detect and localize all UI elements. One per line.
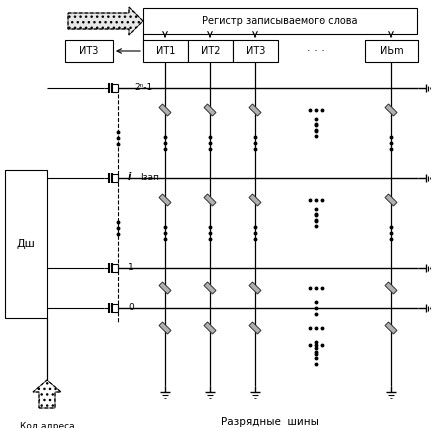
Bar bbox=[159, 282, 171, 294]
Bar bbox=[143, 8, 417, 34]
Text: Регистр записываемого слова: Регистр записываемого слова bbox=[202, 16, 358, 26]
Bar bbox=[249, 194, 261, 206]
Text: i: i bbox=[128, 172, 131, 182]
Text: ИЬm: ИЬm bbox=[380, 46, 403, 56]
Text: 2ⁿ-1: 2ⁿ-1 bbox=[134, 83, 152, 92]
Bar bbox=[233, 40, 278, 62]
Bar bbox=[159, 104, 171, 116]
Text: ИТ2: ИТ2 bbox=[201, 46, 220, 56]
Text: Код адреса: Код адреса bbox=[19, 422, 74, 428]
Bar bbox=[385, 282, 397, 294]
Text: 1: 1 bbox=[128, 262, 134, 271]
Text: ИТ3: ИТ3 bbox=[79, 46, 99, 56]
Bar bbox=[159, 322, 171, 334]
Bar bbox=[249, 322, 261, 334]
Bar bbox=[204, 322, 216, 334]
Bar bbox=[204, 104, 216, 116]
Polygon shape bbox=[68, 7, 143, 35]
Text: Разрядные  шины: Разрядные шины bbox=[221, 417, 319, 427]
Bar bbox=[385, 322, 397, 334]
Text: ИТ1: ИТ1 bbox=[156, 46, 175, 56]
Text: Дш: Дш bbox=[16, 239, 36, 249]
Text: · · ·: · · · bbox=[307, 46, 325, 56]
Bar bbox=[385, 194, 397, 206]
Bar bbox=[159, 194, 171, 206]
Bar bbox=[188, 40, 233, 62]
Bar bbox=[385, 104, 397, 116]
Bar bbox=[143, 40, 188, 62]
Bar bbox=[204, 194, 216, 206]
Bar bbox=[249, 282, 261, 294]
Bar bbox=[204, 282, 216, 294]
Bar bbox=[65, 40, 113, 62]
Text: · · ·: · · · bbox=[308, 16, 323, 26]
Bar bbox=[5, 170, 47, 318]
Text: Iзап: Iзап bbox=[140, 172, 159, 181]
Text: ИТ3: ИТ3 bbox=[246, 46, 265, 56]
Bar bbox=[249, 104, 261, 116]
Bar bbox=[365, 40, 418, 62]
Text: 0: 0 bbox=[128, 303, 134, 312]
